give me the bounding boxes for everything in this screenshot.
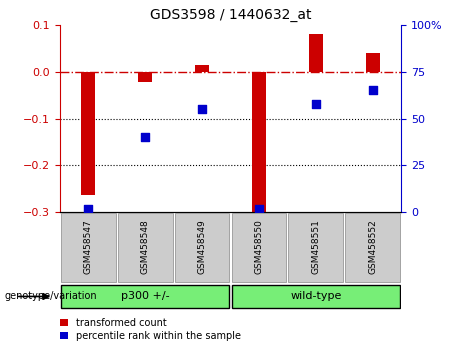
Point <box>369 87 376 93</box>
Bar <box>175 213 230 282</box>
Text: GSM458547: GSM458547 <box>84 219 93 274</box>
Bar <box>231 213 286 282</box>
Bar <box>252 72 266 212</box>
Bar <box>289 213 343 282</box>
Bar <box>61 285 230 308</box>
Point <box>198 106 206 112</box>
Bar <box>118 213 172 282</box>
Text: GSM458549: GSM458549 <box>198 219 207 274</box>
Text: GSM458550: GSM458550 <box>254 219 263 274</box>
Text: p300 +/-: p300 +/- <box>121 291 170 301</box>
Bar <box>345 213 400 282</box>
Point <box>142 135 149 140</box>
Text: GSM458552: GSM458552 <box>368 219 377 274</box>
Text: GSM458551: GSM458551 <box>311 219 320 274</box>
Title: GDS3598 / 1440632_at: GDS3598 / 1440632_at <box>150 8 311 22</box>
Bar <box>138 72 152 82</box>
Point <box>255 206 263 211</box>
Bar <box>231 285 400 308</box>
Text: genotype/variation: genotype/variation <box>5 291 97 302</box>
Bar <box>309 34 323 72</box>
Point <box>312 101 319 107</box>
Text: wild-type: wild-type <box>290 291 342 301</box>
Text: GSM458548: GSM458548 <box>141 219 150 274</box>
Bar <box>61 213 116 282</box>
Bar <box>195 65 209 72</box>
Bar <box>366 53 380 72</box>
Bar <box>81 72 95 195</box>
Point <box>85 206 92 211</box>
Legend: transformed count, percentile rank within the sample: transformed count, percentile rank withi… <box>60 318 241 341</box>
